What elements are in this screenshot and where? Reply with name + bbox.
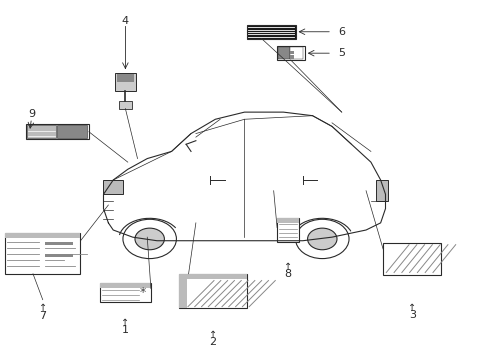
Bar bbox=[100, 283, 151, 288]
Text: ↑: ↑ bbox=[121, 318, 129, 328]
Text: ↑: ↑ bbox=[39, 303, 47, 313]
Text: 7: 7 bbox=[39, 311, 46, 321]
Bar bbox=[382, 243, 441, 275]
Text: 1: 1 bbox=[122, 325, 129, 335]
Bar bbox=[179, 279, 186, 308]
Text: *: * bbox=[140, 286, 146, 299]
Text: ↑: ↑ bbox=[208, 330, 217, 340]
Bar bbox=[57, 125, 87, 138]
Bar bbox=[44, 242, 73, 245]
Circle shape bbox=[122, 219, 176, 258]
Text: 8: 8 bbox=[284, 269, 291, 279]
Text: 6: 6 bbox=[338, 27, 345, 37]
Circle shape bbox=[307, 228, 336, 250]
Bar bbox=[187, 279, 245, 307]
Bar bbox=[118, 101, 132, 109]
Bar bbox=[276, 46, 304, 60]
Text: 3: 3 bbox=[408, 310, 415, 320]
Bar bbox=[44, 254, 73, 257]
Bar bbox=[277, 218, 299, 222]
Bar bbox=[103, 180, 122, 194]
Bar bbox=[5, 233, 80, 238]
Text: ↑: ↑ bbox=[407, 303, 415, 313]
Bar bbox=[179, 274, 246, 279]
Text: 2: 2 bbox=[209, 337, 216, 347]
Circle shape bbox=[135, 228, 164, 250]
Bar bbox=[290, 51, 293, 54]
Bar bbox=[27, 125, 56, 138]
Bar bbox=[179, 274, 246, 308]
Text: 9: 9 bbox=[28, 109, 35, 119]
Circle shape bbox=[295, 219, 348, 258]
Bar bbox=[5, 233, 80, 274]
Bar bbox=[115, 73, 136, 91]
Bar bbox=[116, 74, 134, 82]
Bar bbox=[100, 283, 151, 302]
Bar bbox=[26, 124, 89, 139]
Text: ↑: ↑ bbox=[284, 262, 292, 272]
Bar bbox=[290, 55, 293, 59]
Bar bbox=[246, 25, 295, 39]
Bar bbox=[277, 47, 289, 59]
Bar bbox=[375, 180, 387, 202]
Bar bbox=[277, 218, 299, 242]
Text: 5: 5 bbox=[338, 48, 345, 58]
Text: 4: 4 bbox=[122, 16, 129, 26]
Bar bbox=[289, 47, 302, 59]
